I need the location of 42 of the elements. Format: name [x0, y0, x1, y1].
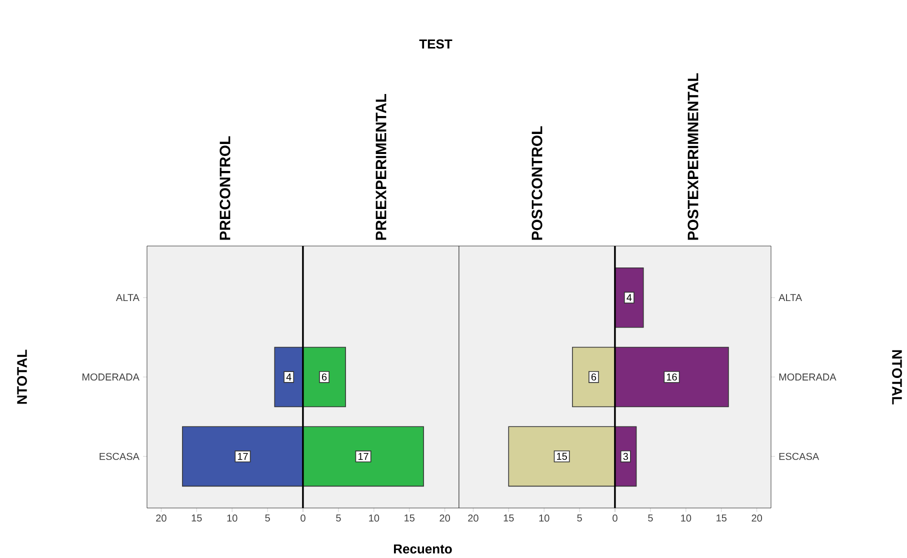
data-label: 17: [238, 452, 248, 460]
x-tick-label: 20: [440, 514, 450, 522]
chart-title: TEST: [419, 39, 452, 49]
bar: [614, 267, 644, 328]
y-tick-label: ESCASA: [779, 452, 820, 460]
x-tick-label: 15: [504, 514, 514, 522]
y-tick-label: MODERADA: [82, 373, 140, 381]
x-tick-label: 5: [577, 514, 582, 522]
x-tick-label: 0: [300, 514, 306, 522]
x-tick-label: 10: [681, 514, 692, 522]
x-tick-label: 0: [612, 514, 618, 522]
x-tick-label: 20: [156, 514, 166, 522]
x-tick-label: 20: [468, 514, 478, 522]
data-label: 3: [623, 452, 628, 460]
chart-subtitle: PRECONTROL: [220, 136, 230, 240]
y-tick-label: ESCASA: [100, 452, 140, 460]
chart-subtitle: POSTEXPERIMNENTAL: [688, 73, 698, 240]
x-tick-label: 10: [539, 514, 550, 522]
x-tick-label: 10: [227, 514, 238, 522]
data-label: 16: [666, 373, 677, 381]
x-axis-title: Recuento: [394, 544, 452, 554]
data-label: 6: [322, 373, 327, 381]
data-label: 15: [557, 452, 567, 460]
data-label: 4: [626, 294, 632, 302]
x-tick-label: 20: [752, 514, 762, 522]
x-tick-label: 5: [265, 514, 270, 522]
y-axis-title: NTOTAL: [17, 350, 27, 404]
chart-subtitle: PREEXPERIMENTAL: [376, 94, 386, 240]
y-tick-label: ALTA: [778, 294, 802, 302]
x-tick-label: 5: [336, 514, 341, 522]
y-tick-label: MODERADA: [779, 373, 836, 381]
y-tick-label: ALTA: [116, 294, 140, 302]
chart-subtitle: POSTCONTROL: [532, 126, 542, 240]
x-tick-label: 15: [192, 514, 202, 522]
x-tick-label: 5: [648, 514, 653, 522]
data-label: 4: [286, 374, 292, 380]
x-tick-label: 10: [369, 514, 380, 522]
x-tick-label: 15: [404, 514, 415, 522]
x-tick-label: 15: [716, 514, 727, 522]
y2-axis-title: NTOTAL: [892, 350, 902, 404]
data-label: 17: [358, 452, 368, 460]
data-label: 6: [591, 373, 596, 381]
